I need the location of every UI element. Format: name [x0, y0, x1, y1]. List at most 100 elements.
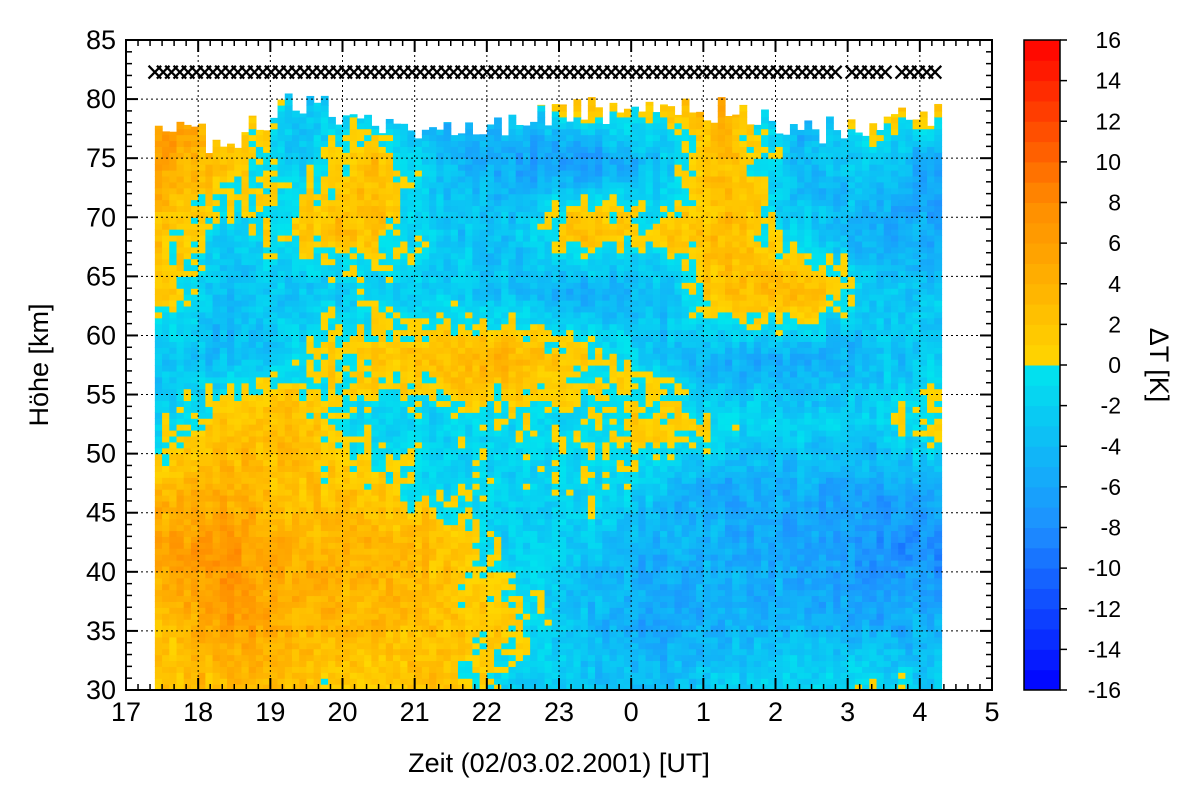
heatmap-cell: [385, 400, 394, 407]
heatmap-cell: [219, 565, 228, 573]
heatmap-cell: [176, 288, 185, 295]
heatmap-cell: [421, 347, 430, 354]
heatmap-cell: [270, 630, 279, 638]
heatmap-cell: [320, 412, 329, 419]
heatmap-cell: [501, 400, 510, 407]
heatmap-cell: [306, 459, 315, 467]
heatmap-cell: [349, 158, 358, 165]
heatmap-cell: [486, 258, 495, 266]
heatmap-cell: [436, 140, 445, 147]
heatmap-cell: [284, 152, 293, 159]
heatmap-cell: [450, 518, 459, 526]
heatmap-cell: [479, 353, 488, 360]
heatmap-cell: [364, 678, 372, 685]
heatmap-cell: [465, 235, 473, 242]
heatmap-cell: [429, 625, 437, 632]
heatmap-cell: [335, 565, 344, 573]
heatmap-cell: [284, 122, 293, 130]
heatmap-cell: [393, 595, 401, 602]
heatmap-cell: [328, 122, 336, 130]
heatmap-cell: [248, 400, 257, 407]
heatmap-cell: [436, 512, 445, 520]
heatmap-cell: [162, 672, 170, 679]
heatmap-cell: [335, 365, 344, 372]
heatmap-cell: [486, 264, 495, 272]
heatmap-cell: [421, 158, 430, 165]
heatmap-cell: [234, 305, 243, 313]
heatmap-cell: [450, 175, 459, 183]
heatmap-cell: [400, 382, 409, 390]
heatmap-cell: [313, 329, 322, 337]
heatmap-cell: [248, 577, 257, 585]
heatmap-cell: [472, 636, 481, 644]
heatmap-cell: [190, 577, 199, 585]
heatmap-cell: [465, 435, 473, 443]
heatmap-cell: [176, 672, 185, 679]
heatmap-cell: [241, 471, 250, 478]
heatmap-cell: [342, 134, 351, 142]
heatmap-cell: [472, 595, 481, 602]
heatmap-cell: [364, 187, 372, 195]
heatmap-cell: [479, 140, 488, 147]
heatmap-cell: [306, 666, 315, 673]
heatmap-cell: [378, 642, 387, 650]
heatmap-cell: [421, 211, 430, 218]
heatmap-cell: [421, 282, 430, 289]
heatmap-cell: [515, 317, 524, 325]
heatmap-cell: [472, 270, 481, 277]
heatmap-cell: [436, 459, 445, 467]
heatmap-cell: [457, 140, 466, 147]
heatmap-cell: [169, 347, 178, 354]
heatmap-cell: [400, 583, 409, 591]
heatmap-cell: [255, 235, 264, 242]
heatmap-cell: [515, 146, 524, 153]
heatmap-cell: [385, 181, 394, 189]
heatmap-cell: [479, 152, 488, 159]
heatmap-cell: [472, 459, 481, 467]
heatmap-cell: [205, 595, 214, 602]
heatmap-cell: [313, 430, 322, 437]
heatmap-cell: [241, 170, 250, 177]
heatmap-cell: [248, 607, 257, 614]
heatmap-cell: [313, 205, 322, 212]
heatmap-cell: [371, 530, 380, 537]
heatmap-cell: [378, 229, 387, 236]
heatmap-cell: [385, 152, 394, 159]
heatmap-cell: [162, 175, 170, 183]
heatmap-cell: [248, 654, 257, 662]
heatmap-cell: [494, 583, 502, 591]
heatmap-cell: [169, 465, 178, 472]
heatmap-cell: [277, 223, 286, 230]
heatmap-cell: [219, 642, 228, 650]
heatmap-cell: [306, 430, 315, 437]
heatmap-cell: [472, 170, 481, 177]
heatmap-cell: [522, 311, 531, 319]
heatmap-cell: [522, 601, 531, 608]
heatmap-cell: [219, 170, 228, 177]
heatmap-cell: [335, 359, 344, 366]
heatmap-cell: [342, 223, 351, 230]
heatmap-cell: [421, 542, 430, 549]
heatmap-cell: [400, 625, 409, 632]
heatmap-cell: [356, 412, 365, 419]
heatmap-cell: [169, 477, 178, 484]
heatmap-cell: [291, 359, 300, 366]
heatmap-cell: [176, 359, 185, 366]
heatmap-cell: [342, 601, 351, 608]
heatmap-cell: [407, 418, 416, 425]
heatmap-cell: [465, 240, 473, 248]
heatmap-cell: [472, 152, 481, 159]
heatmap-cell: [515, 329, 524, 337]
heatmap-cell: [421, 489, 430, 496]
heatmap-cell: [205, 465, 214, 472]
heatmap-cell: [190, 353, 199, 360]
heatmap-cell: [227, 412, 235, 419]
heatmap-cell: [263, 589, 271, 597]
heatmap-cell: [277, 335, 286, 342]
heatmap-cell: [234, 370, 243, 378]
heatmap-cell: [378, 311, 387, 319]
heatmap-cell: [284, 246, 293, 254]
heatmap-cell: [183, 465, 192, 472]
heatmap-cell: [255, 146, 264, 153]
heatmap-cell: [183, 512, 192, 520]
